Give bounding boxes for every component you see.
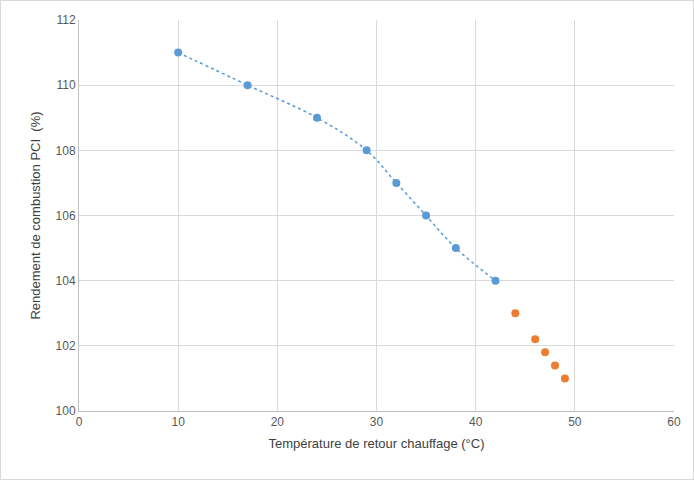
svg-text:50: 50 xyxy=(568,415,582,429)
svg-text:0: 0 xyxy=(76,415,83,429)
svg-text:106: 106 xyxy=(56,209,76,223)
svg-text:20: 20 xyxy=(271,415,285,429)
svg-text:10: 10 xyxy=(171,415,185,429)
svg-text:60: 60 xyxy=(667,415,681,429)
svg-text:30: 30 xyxy=(370,415,384,429)
svg-text:40: 40 xyxy=(469,415,483,429)
svg-text:112: 112 xyxy=(56,13,75,27)
svg-text:108: 108 xyxy=(56,144,76,158)
svg-text:110: 110 xyxy=(56,78,75,92)
svg-text:Rendement de combustion PCI (: Rendement de combustion PCI (%) xyxy=(28,111,43,319)
svg-text:Température de retour chauffag: Température de retour chauffage (°C) xyxy=(269,436,485,451)
svg-text:100: 100 xyxy=(56,404,76,418)
svg-text:102: 102 xyxy=(56,339,76,353)
svg-text:104: 104 xyxy=(56,274,76,288)
